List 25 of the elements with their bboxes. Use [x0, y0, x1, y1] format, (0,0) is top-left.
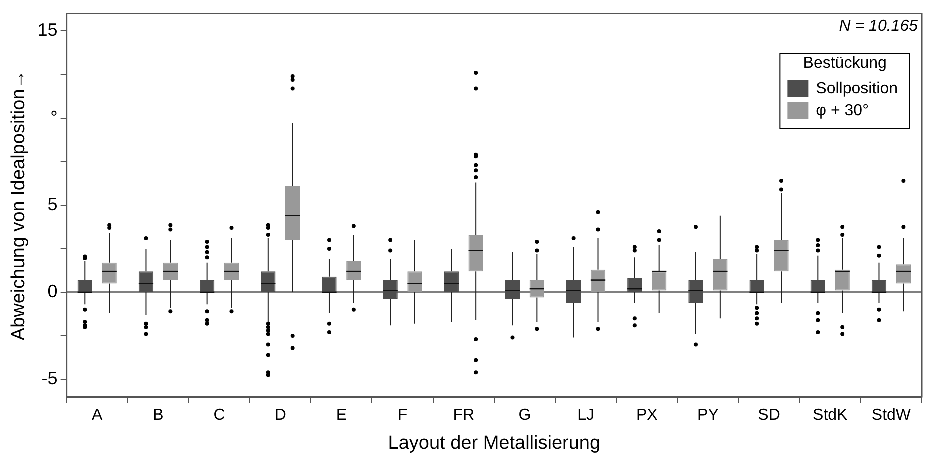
x-tick-label: G — [518, 407, 532, 424]
x-tick-label: E — [336, 407, 348, 424]
legend-title: Bestückung — [803, 55, 887, 72]
x-tick-label: FR — [453, 407, 475, 424]
legend-label: φ + 30° — [816, 102, 869, 120]
y-tick-label: 0 — [48, 281, 58, 302]
x-tick-label: A — [92, 407, 104, 424]
y-tick-label: 5 — [48, 194, 58, 214]
y-axis-title: Abweichung von Idealposition→ — [8, 70, 30, 341]
legend-label: Sollposition — [816, 80, 898, 98]
x-tick-label: F — [398, 407, 408, 424]
x-tick-label: LJ — [578, 407, 594, 424]
annotation: N = 10.165 — [839, 18, 918, 36]
x-tick-label: StdW — [872, 407, 912, 424]
x-tick-label: B — [153, 407, 164, 424]
x-tick-label: C — [214, 407, 226, 424]
x-tick-label: SD — [758, 407, 780, 424]
x-axis-title: Layout der Metallisierung — [388, 432, 601, 454]
y-tick-label: 15 — [38, 20, 58, 40]
x-tick-label: PY — [698, 407, 720, 424]
y-tick-label: ° — [50, 107, 58, 128]
x-tick-label: StdK — [813, 407, 848, 424]
x-tick-label: D — [274, 407, 286, 424]
y-tick-label: -5 — [42, 368, 58, 389]
x-tick-label: PX — [636, 407, 658, 424]
